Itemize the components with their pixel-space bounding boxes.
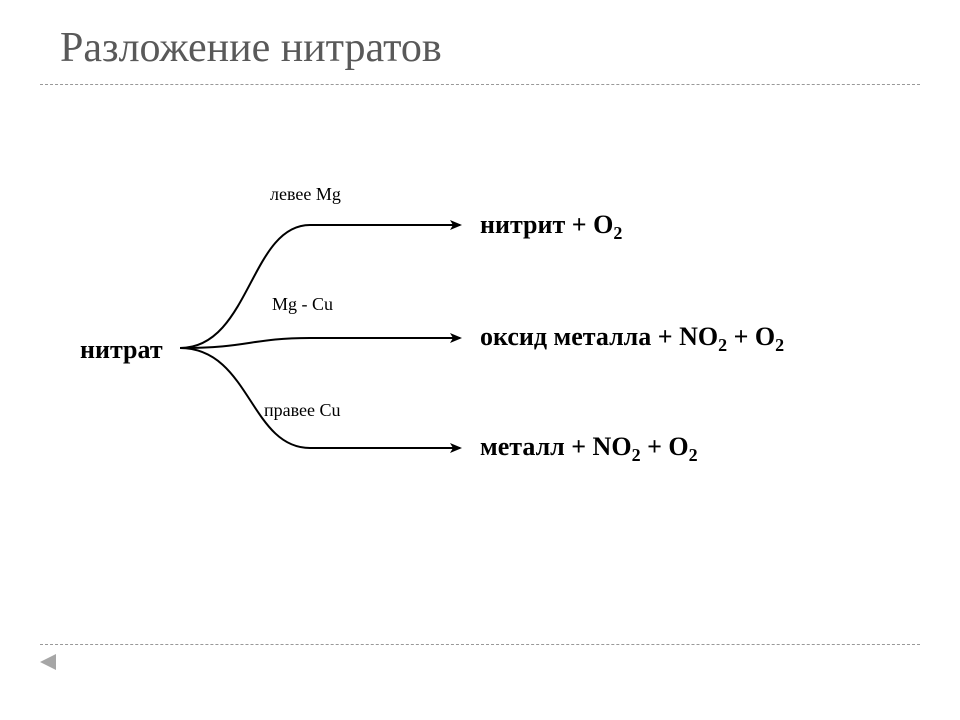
branch-arrows [180,170,480,490]
divider-bottom [40,644,920,645]
divider-top [40,84,920,85]
branch-label-0: левее Mg [270,184,341,205]
product-2: металл + NO2 + O2 [480,432,698,466]
product-0: нитрит + O2 [480,210,622,244]
branch-label-2: правее Cu [264,400,341,421]
product-1: оксид металла + NO2 + O2 [480,322,784,356]
corner-marker-icon [40,654,58,672]
slide-title: Разложение нитратов [60,24,442,72]
root-label: нитрат [80,335,163,365]
branch-label-1: Mg - Cu [272,294,333,315]
decomposition-diagram: нитрат левее Mg Mg - Cu правее Cu нитрит… [80,170,900,530]
